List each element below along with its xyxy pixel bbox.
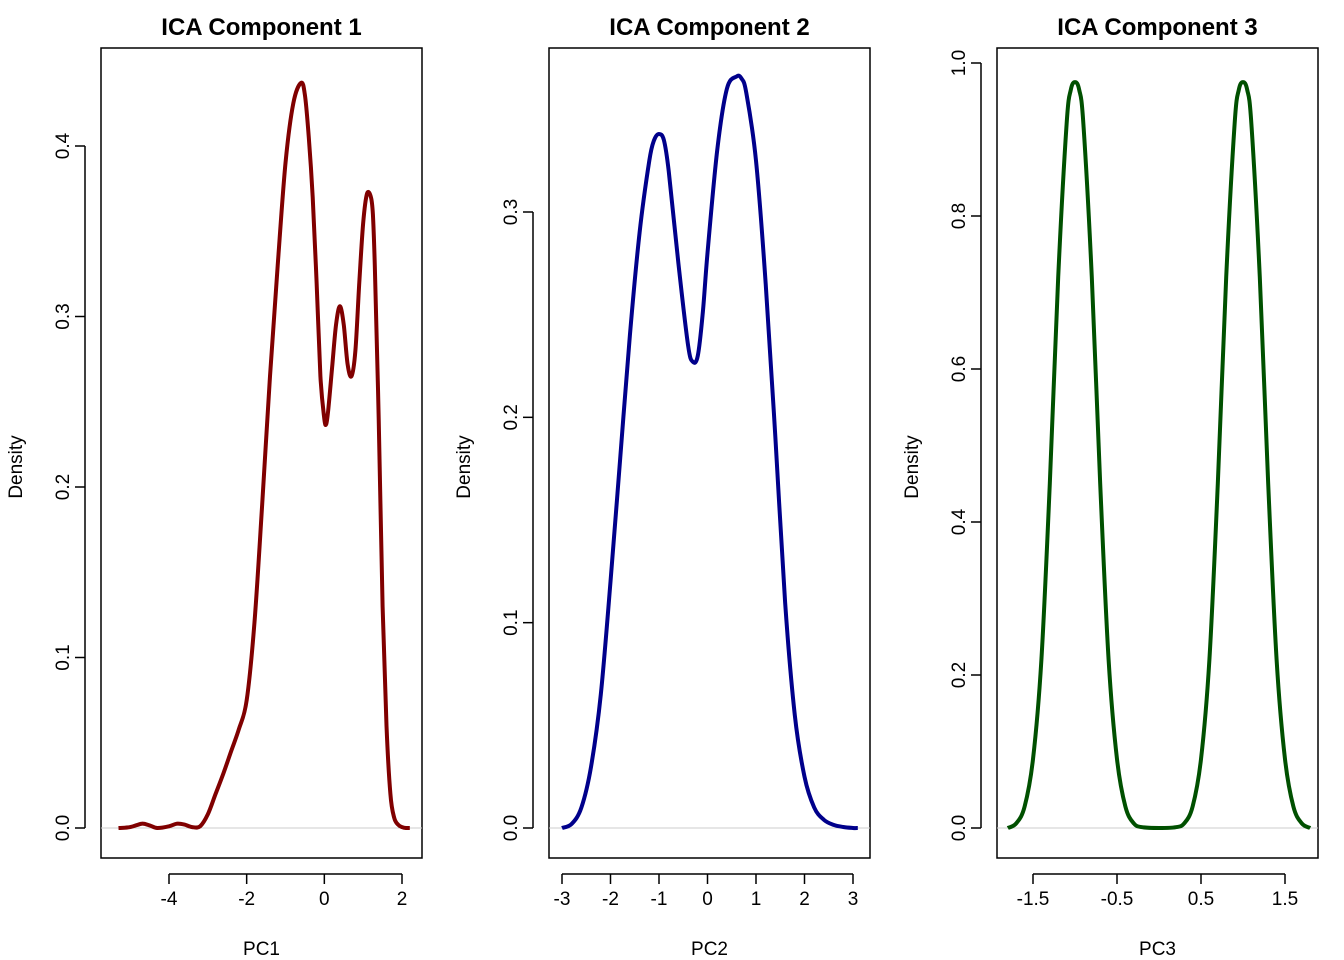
x-tick-label: 0 xyxy=(319,889,330,910)
x-tick-label: -1.5 xyxy=(1017,889,1050,910)
y-tick-label: 0.4 xyxy=(53,132,74,159)
x-tick-label: 1.5 xyxy=(1272,889,1298,910)
chart-title: ICA Component 3 xyxy=(1057,14,1257,41)
y-tick-label: 0.1 xyxy=(501,609,522,635)
y-tick-label: 0.3 xyxy=(53,303,74,329)
x-tick-label: 0.5 xyxy=(1188,889,1214,910)
x-tick-label: -2 xyxy=(238,889,255,910)
chart-panel-2: ICA Component 2 PC2 Density -3 -2 -1 0 1 2 3 0.… xyxy=(454,14,871,960)
chart-title: ICA Component 1 xyxy=(161,14,361,41)
x-tick-label: -2 xyxy=(602,889,619,910)
x-axis-label: PC3 xyxy=(1139,939,1176,960)
density-curve xyxy=(1006,80,1312,830)
y-axis-label: Density xyxy=(902,435,923,499)
chart-title: ICA Component 2 xyxy=(609,14,809,41)
y-tick-label: 0.1 xyxy=(53,644,74,670)
plot-frame xyxy=(100,47,423,859)
x-axis-label: PC1 xyxy=(243,939,280,960)
chart-panel-1: ICA Component 1 PC1 Density -4 -2 0 2 0.0 0.1… xyxy=(6,14,423,960)
y-tick-label: 0.2 xyxy=(949,662,970,688)
y-tick-label: 1.0 xyxy=(949,50,970,76)
y-tick-label: 0.4 xyxy=(949,508,970,535)
x-tick-label: 1 xyxy=(751,889,762,910)
plot-frame xyxy=(548,47,871,859)
y-tick-label: 0.8 xyxy=(949,203,970,229)
y-tick-label: 0.0 xyxy=(501,815,522,841)
y-tick-label: 0.2 xyxy=(501,404,522,430)
x-tick-label: 3 xyxy=(848,889,859,910)
x-tick-label: 2 xyxy=(799,889,810,910)
chart-panel-3: ICA Component 3 PC3 Density -1.5 -0.5 0.5 1… xyxy=(902,14,1319,960)
y-tick-label: 0.0 xyxy=(949,815,970,841)
x-tick-label: 2 xyxy=(397,889,408,910)
x-tick-label: 0 xyxy=(702,889,713,910)
density-curve xyxy=(118,80,410,831)
density-curve xyxy=(561,73,858,831)
y-axis-label: Density xyxy=(6,435,27,499)
x-tick-label: -0.5 xyxy=(1101,889,1134,910)
y-tick-label: 0.3 xyxy=(501,199,522,225)
y-tick-label: 0.0 xyxy=(53,815,74,841)
x-tick-label: -1 xyxy=(651,889,668,910)
x-tick-label: -4 xyxy=(161,889,178,910)
x-axis-label: PC2 xyxy=(691,939,728,960)
x-tick-label: -3 xyxy=(554,889,571,910)
y-tick-label: 0.2 xyxy=(53,474,74,500)
y-tick-label: 0.6 xyxy=(949,356,970,382)
plot-frame xyxy=(996,47,1319,859)
y-axis-label: Density xyxy=(454,435,475,499)
